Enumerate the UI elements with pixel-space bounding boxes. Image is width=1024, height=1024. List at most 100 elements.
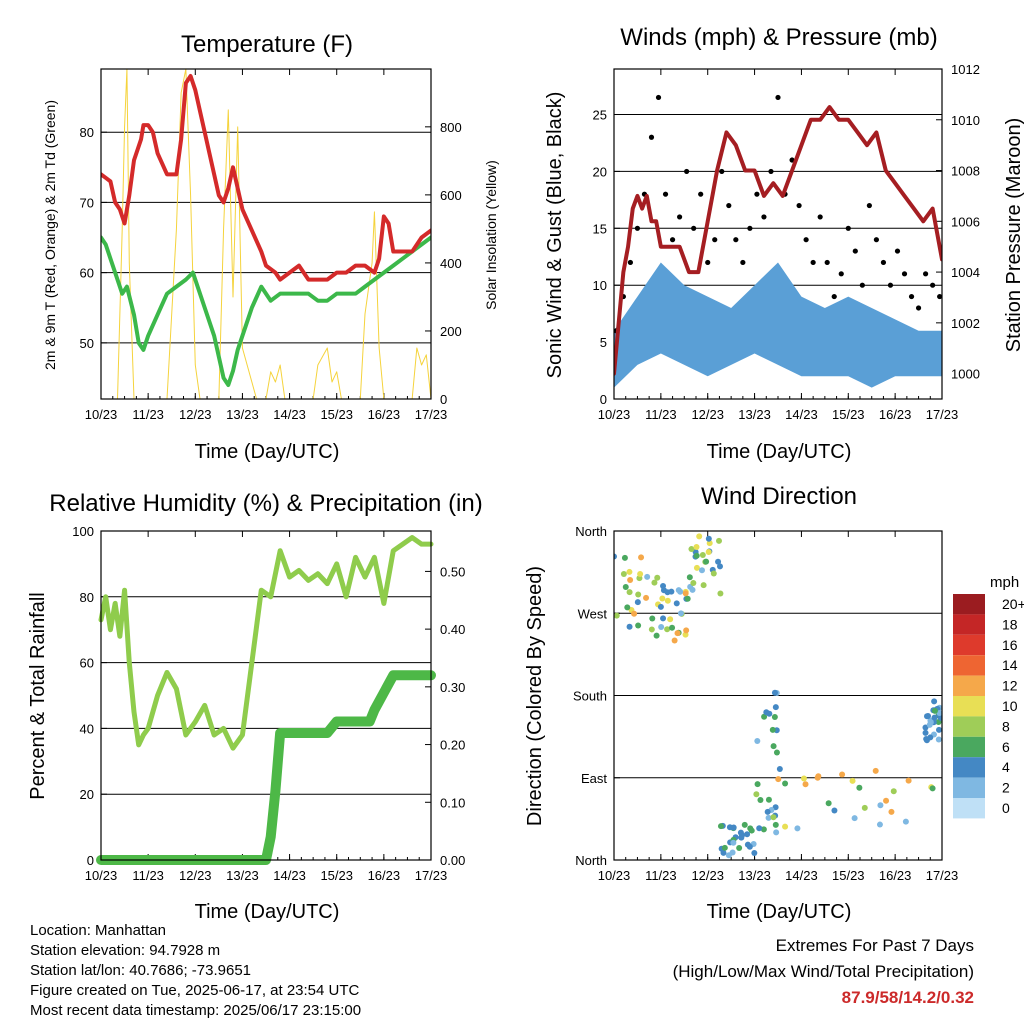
y2-tick-label: 0.10 — [440, 795, 465, 810]
gust-point — [887, 282, 894, 288]
y2-tick-label: 400 — [440, 256, 462, 271]
gust-point — [838, 271, 844, 277]
x-tick-label: 12/23 — [691, 868, 724, 883]
wind-series — [614, 94, 942, 388]
x-tick-label: 11/23 — [132, 868, 164, 883]
humidity-title: Relative Humidity (%) & Precipitation (i… — [49, 490, 482, 517]
direction-point — [764, 808, 771, 815]
direction-point — [699, 551, 706, 558]
extremes-title: Extremes For Past 7 Days — [775, 936, 974, 955]
direction-point — [876, 821, 883, 828]
y2-tick-label: 0.30 — [440, 680, 465, 695]
x-tick-label: 14/23 — [785, 407, 818, 422]
station-location: Location: Manhattan — [30, 922, 166, 939]
direction-point — [770, 743, 777, 750]
legend-label: 16 — [1002, 637, 1018, 653]
sonic-wind-band — [614, 262, 942, 388]
gust-point — [684, 168, 690, 175]
gust-point — [768, 168, 774, 175]
y-tick-label: South — [573, 689, 607, 704]
direction-point — [782, 823, 789, 830]
legend-label: 2 — [1002, 780, 1010, 796]
direction-point — [649, 615, 656, 622]
pressure-line — [614, 105, 942, 376]
direction-point — [638, 554, 645, 561]
direction-point — [771, 713, 778, 720]
x-tick-label: 14/23 — [273, 407, 306, 422]
gust-point — [803, 237, 809, 243]
y-tick-label: North — [575, 524, 607, 539]
x-tick-label: 16/23 — [879, 407, 912, 422]
y-tick-label: 0 — [600, 392, 607, 407]
direction-point — [730, 839, 737, 846]
direction-point — [753, 791, 760, 798]
temperature-title: Temperature (F) — [181, 31, 353, 58]
gust-point — [761, 214, 767, 220]
direction-point — [688, 546, 695, 553]
x-tick-label: 15/23 — [832, 868, 865, 883]
x-tick-label: 15/23 — [320, 868, 353, 883]
y2-tick-label: 1008 — [951, 164, 980, 179]
direction-point — [931, 714, 938, 721]
direction-point — [802, 781, 809, 788]
direction-point — [751, 850, 758, 857]
direction-point — [648, 626, 655, 633]
x-tick-label: 10/23 — [85, 868, 118, 883]
legend-swatch — [953, 594, 985, 615]
direction-point — [747, 825, 754, 832]
direction-point — [660, 615, 667, 622]
gust-point — [930, 282, 936, 288]
temperature-panel: Temperature (F) Time (Day/UTC) 2m & 9m T… — [42, 31, 499, 463]
dewpoint-line — [101, 235, 431, 387]
temperature-ylabel: 2m & 9m T (Red, Orange) & 2m Td (Green) — [42, 100, 58, 370]
y2-tick-label: 1002 — [951, 316, 980, 331]
x-tick-label: 11/23 — [645, 868, 677, 883]
x-tick-label: 11/23 — [645, 407, 677, 422]
y2-tick-label: 0.00 — [440, 853, 465, 868]
legend-label: 10 — [1002, 698, 1018, 714]
direction-point — [927, 734, 934, 741]
direction-point — [773, 749, 780, 756]
direction-point — [839, 771, 846, 778]
gust-point — [747, 225, 753, 231]
direction-point — [643, 594, 650, 601]
gust-point — [880, 259, 887, 266]
direction-point — [757, 796, 764, 803]
direction-point — [682, 590, 689, 597]
station-info: Location: Manhattan Station elevation: 9… — [30, 921, 361, 1021]
winds-plot-area: 0 5 10 15 20 25 10/23 11/23 12/23 13/23 14/23 15/23… — [593, 62, 980, 422]
direction-point — [653, 632, 660, 639]
direction-point — [773, 829, 780, 836]
direction-point — [923, 713, 930, 720]
direction-point — [716, 563, 723, 570]
gust-point — [705, 259, 711, 266]
gust-point — [712, 237, 718, 243]
gust-point — [923, 271, 929, 277]
direction-point — [690, 579, 697, 586]
legend-swatch — [953, 757, 985, 778]
direction-point — [624, 604, 631, 611]
direction-point — [794, 825, 801, 832]
gust-point — [669, 237, 676, 243]
direction-point — [715, 558, 722, 565]
direction-point — [684, 595, 691, 602]
direction-point — [782, 780, 789, 787]
humidity-series — [96, 535, 436, 865]
direction-point — [729, 849, 736, 856]
direction-point — [760, 826, 767, 833]
x-tick-label: 11/23 — [132, 407, 164, 422]
legend-label: 20+ — [1002, 596, 1024, 612]
x-tick-label: 15/23 — [320, 407, 353, 422]
legend-swatch — [953, 655, 985, 676]
direction-point — [756, 825, 763, 832]
direction-point — [626, 589, 633, 596]
y2-tick-label: 0.40 — [440, 622, 465, 637]
winds-xlabel: Time (Day/UTC) — [707, 441, 852, 463]
direction-point — [710, 570, 717, 577]
humidity-xlabel: Time (Day/UTC) — [195, 901, 340, 923]
y2-tick-label: 200 — [440, 324, 462, 339]
y-tick-label: 60 — [80, 656, 94, 671]
speed-legend-title: mph — [990, 574, 1019, 591]
y-tick-label: 70 — [80, 195, 94, 210]
